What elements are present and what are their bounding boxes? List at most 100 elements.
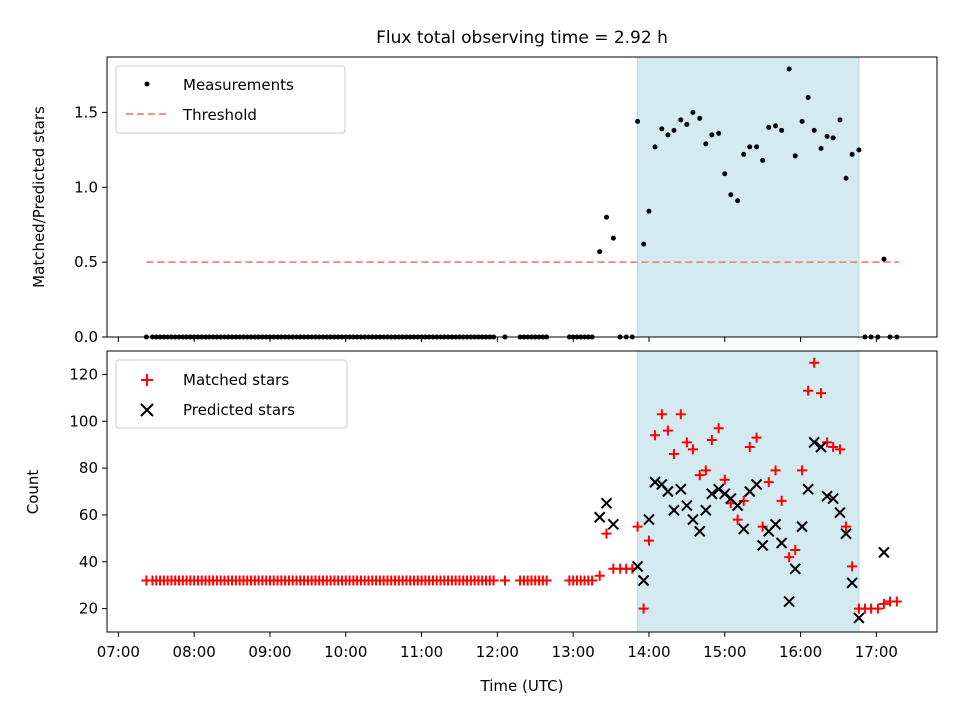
matched-star-marker bbox=[738, 495, 749, 506]
measurement-point bbox=[766, 124, 772, 130]
predicted-star-marker bbox=[815, 441, 827, 453]
predicted-star-marker bbox=[700, 504, 712, 516]
top-panel: 0.0 0.5 1.0 1.5 Matched/Predicted stars Mea… bbox=[30, 56, 938, 346]
measurement-point bbox=[773, 123, 779, 129]
predicted-star-marker bbox=[756, 539, 769, 552]
bottom-y-tick-label: 60 bbox=[79, 506, 98, 524]
x-tick-label: 08:00 bbox=[173, 643, 216, 661]
matched-star-marker bbox=[656, 409, 667, 420]
matched-star-marker bbox=[638, 603, 649, 614]
matched-star-marker bbox=[662, 425, 673, 436]
top-y-ticks: 0.0 0.5 1.0 1.5 bbox=[74, 103, 107, 346]
matched-star-marker bbox=[732, 514, 743, 525]
legend-predicted-marker bbox=[140, 403, 154, 417]
predicted-star-marker bbox=[750, 478, 763, 491]
bottom-legend: Matched stars Predicted stars bbox=[115, 359, 348, 429]
bottom-y-ticks: 20 40 60 80 100 120 bbox=[69, 365, 107, 618]
matched-star-marker bbox=[650, 430, 661, 441]
top-x-ticks bbox=[117, 337, 877, 342]
matched-star-marker bbox=[744, 442, 755, 453]
matched-star-points bbox=[141, 357, 902, 614]
measurement-point bbox=[652, 144, 658, 150]
matched-star-marker bbox=[763, 477, 774, 488]
measurement-point bbox=[635, 118, 641, 124]
matched-star-marker bbox=[668, 449, 679, 460]
predicted-star-marker bbox=[706, 488, 718, 500]
bottom-legend-box bbox=[115, 359, 348, 429]
measurement-point bbox=[856, 147, 862, 153]
matched-star-marker bbox=[594, 570, 605, 581]
measurement-point bbox=[697, 115, 703, 121]
predicted-star-marker bbox=[775, 537, 788, 549]
predicted-star-marker bbox=[631, 560, 644, 573]
measurement-point bbox=[722, 171, 728, 177]
measurement-point bbox=[837, 117, 843, 123]
predicted-star-marker bbox=[846, 577, 858, 589]
measurement-point bbox=[818, 145, 824, 151]
predicted-star-marker bbox=[649, 476, 661, 488]
predicted-star-marker bbox=[662, 485, 674, 498]
predicted-star-marker bbox=[840, 527, 852, 540]
predicted-star-marker bbox=[675, 483, 687, 495]
matched-star-marker bbox=[790, 545, 801, 556]
x-tick-label: 17:00 bbox=[855, 643, 898, 661]
predicted-star-marker bbox=[808, 436, 820, 449]
matched-star-marker bbox=[751, 432, 762, 443]
measurement-point bbox=[728, 192, 734, 198]
measurement-point bbox=[805, 94, 811, 100]
x-tick-label: 11:00 bbox=[400, 643, 443, 661]
measurement-point bbox=[824, 133, 830, 139]
matched-star-marker bbox=[632, 521, 643, 532]
predicted-star-marker bbox=[853, 612, 865, 624]
measurement-point bbox=[690, 109, 696, 115]
chart-title: Flux total observing time = 2.92 h bbox=[376, 28, 668, 48]
top-axes-frame bbox=[106, 56, 938, 338]
matched-star-marker bbox=[828, 442, 839, 453]
top-y-axis-label: Matched/Predicted stars bbox=[30, 106, 48, 288]
top-legend-box bbox=[115, 65, 346, 134]
measurement-point bbox=[671, 127, 677, 133]
predicted-star-marker bbox=[796, 520, 808, 533]
matched-star-marker bbox=[681, 437, 692, 448]
matched-star-marker bbox=[587, 575, 598, 586]
top-y-tick-label: 1.5 bbox=[74, 103, 98, 121]
measurement-point bbox=[830, 135, 836, 141]
matched-star-marker bbox=[643, 535, 654, 546]
legend-predicted-label: Predicted stars bbox=[183, 401, 295, 419]
bottom-y-tick-label: 80 bbox=[79, 459, 98, 477]
predicted-star-points bbox=[593, 436, 890, 624]
x-tick-label: 14:00 bbox=[627, 643, 670, 661]
predicted-star-marker bbox=[694, 525, 706, 538]
matched-star-marker bbox=[841, 521, 852, 532]
measurement-point bbox=[760, 157, 766, 163]
matched-star-marker bbox=[784, 552, 795, 563]
top-shaded-region bbox=[637, 56, 860, 338]
measurement-point bbox=[597, 249, 603, 255]
predicted-star-marker bbox=[769, 518, 782, 530]
predicted-star-marker bbox=[821, 490, 833, 502]
measurement-point bbox=[665, 132, 671, 138]
matched-star-marker bbox=[822, 437, 833, 448]
measurement-point bbox=[786, 66, 792, 72]
measurement-point bbox=[646, 208, 652, 214]
matched-star-marker bbox=[797, 465, 808, 476]
measurement-point bbox=[716, 130, 722, 136]
predicted-star-marker bbox=[731, 499, 744, 512]
measurement-point bbox=[641, 241, 647, 247]
predicted-star-marker bbox=[637, 574, 650, 587]
top-legend: Measurements Threshold bbox=[115, 65, 346, 134]
measurement-point bbox=[678, 117, 684, 123]
matched-star-marker bbox=[700, 465, 711, 476]
bottom-y-axis-label: Count bbox=[24, 470, 42, 515]
top-y-tick-label: 1.0 bbox=[74, 178, 98, 196]
matched-star-marker bbox=[809, 357, 820, 368]
matched-star-marker bbox=[834, 444, 845, 455]
matched-star-marker bbox=[816, 388, 827, 399]
x-tick-label: 09:00 bbox=[248, 643, 291, 661]
bottom-x-ticks: 07:00 08:00 09:00 10:00 11:00 12:00 13:00 14:00… bbox=[97, 632, 898, 661]
legend-matched-label: Matched stars bbox=[183, 371, 289, 389]
legend-measurements-marker bbox=[144, 81, 150, 87]
matched-star-marker bbox=[891, 596, 902, 607]
predicted-star-marker bbox=[681, 499, 693, 512]
matched-star-marker bbox=[770, 465, 781, 476]
